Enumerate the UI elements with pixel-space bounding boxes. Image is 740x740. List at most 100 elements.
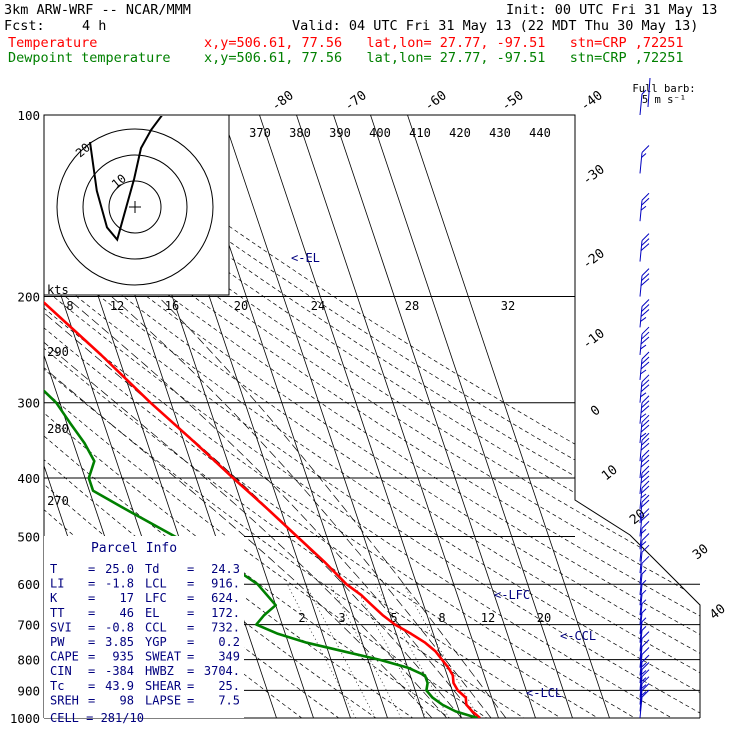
wind-barb-flag [641, 608, 647, 614]
model-title: 3km ARW-WRF -- NCAR/MMM [4, 2, 191, 18]
parcel-row-value: 46 [120, 606, 134, 620]
parcel-row-value: 43.9 [105, 679, 134, 693]
parcel-row-equals: = [88, 679, 95, 693]
parcel-row-equals: = [88, 606, 95, 620]
wind-barb-flag [641, 268, 650, 276]
wind-barb-flag [641, 192, 650, 201]
pressure-tick-label: 400 [17, 471, 40, 486]
wind-barb-staff [639, 573, 643, 595]
wind-barb-staff [639, 540, 643, 562]
dry-adiabat [44, 115, 700, 718]
parcel-row-equals: = [187, 650, 194, 664]
wind-barb-staff [639, 594, 643, 616]
mixing-ratio-label: 12 [481, 611, 495, 625]
wind-barb-flag [641, 395, 650, 404]
temperature-tick-label: -30 [580, 162, 608, 188]
wind-barb [639, 617, 647, 643]
wind-barb-flag [641, 683, 650, 691]
wind-barb-staff [639, 612, 643, 634]
hodograph-ring [56, 128, 214, 286]
wind-barb-flag [641, 356, 650, 365]
parcel-row-value: 25.0 [105, 562, 134, 576]
pressure-tick-label: 100 [17, 108, 40, 123]
wind-barb-flag [641, 631, 650, 640]
parcel-row-value: 0.2 [218, 635, 240, 649]
dry-adiabat [44, 115, 700, 718]
wind-barb-staff [639, 638, 643, 660]
parcel-info-box: Parcel Info T = 25.0 Td = 24.3 LI = -1.8 LCL = 916. K… [44, 536, 244, 725]
theta-label: 410 [409, 126, 431, 140]
parcel-info-background [44, 536, 244, 718]
parcel-row-label: Tc [50, 679, 64, 693]
mixing-ratio-label: 5 [390, 611, 397, 625]
wind-barb-staff [639, 381, 643, 403]
wind-barb [639, 589, 647, 616]
dry-adiabat [44, 115, 700, 718]
wind-barb-staff [639, 654, 643, 676]
wind-barb-flag [641, 89, 647, 95]
wind-barb [639, 494, 650, 524]
parcel-row-label: LAPSE [145, 693, 181, 707]
wind-barb-staff [639, 584, 643, 606]
level-marker: <-LCL [526, 686, 562, 700]
parcel-row-equals: = [187, 620, 194, 634]
parcel-row-value: 624. [211, 591, 240, 605]
parcel-row-value: -384 [105, 664, 134, 678]
hodograph-unit-label: kts [47, 283, 69, 297]
parcel-row-label: YGP [145, 635, 167, 649]
wind-barb [639, 625, 647, 652]
wind-barb-flag [640, 413, 647, 419]
wind-barb-flag [641, 662, 647, 668]
wind-barb-flag [641, 351, 650, 360]
wind-barb-flag [640, 493, 647, 499]
theta-label: 430 [489, 126, 511, 140]
mixing-ratio-label: 20 [537, 611, 551, 625]
wind-barb-staff [639, 690, 643, 712]
wind-barb [639, 299, 650, 328]
pressure-tick-label: 900 [17, 683, 40, 698]
isotherm [0, 115, 18, 718]
wind-barb-flag [640, 392, 647, 398]
wind-barb-flag [641, 437, 650, 446]
dry-adiabat-label: 270 [47, 494, 69, 508]
temperature-tick-label: -20 [580, 246, 608, 272]
parcel-row-equals: = [88, 577, 95, 591]
parcel-row-label: LI [50, 577, 64, 591]
pressure-tick-label: 500 [17, 529, 40, 544]
wind-barb-flag [641, 544, 650, 553]
wind-barb-flag [641, 197, 650, 206]
barb-note-title: Full barb: [632, 83, 695, 95]
dry-adiabat [44, 115, 470, 718]
parcel-row-value: 24.3 [211, 562, 240, 576]
wind-barb [639, 374, 650, 403]
parcel-row-value: 17 [120, 591, 134, 605]
wind-barb-flag [641, 145, 650, 153]
parcel-row-label: T [50, 562, 57, 576]
wind-barb-flag [641, 569, 647, 575]
wind-barb-flag [641, 691, 647, 696]
wind-barb-flag [641, 662, 650, 670]
wind-barb-flag [641, 299, 650, 307]
wind-barb-flag [640, 384, 650, 393]
dry-adiabat [44, 115, 545, 718]
mixing-ratio-label: 2 [298, 611, 305, 625]
parcel-row-label: TT [50, 606, 64, 620]
parcel-row-label: SHEAR [145, 679, 182, 693]
wind-barb [639, 145, 650, 174]
wind-barb-flag [641, 625, 647, 631]
parcel-row-label: LCL [145, 577, 167, 591]
wind-barb [639, 599, 647, 625]
parcel-row-label: K [50, 591, 58, 605]
isotherm [259, 115, 462, 718]
wind-barb-staff [639, 358, 643, 380]
forecast-hour: 4 h [82, 18, 107, 34]
parcel-row-equals: = [187, 679, 194, 693]
wind-barb-staff [639, 402, 643, 424]
parcel-row-equals: = [187, 577, 194, 591]
wind-barb [639, 608, 647, 634]
profile-temperature [44, 115, 481, 718]
wind-barb-flag [641, 528, 647, 534]
wind-barb-staff [639, 334, 643, 356]
dry-adiabat [44, 115, 657, 718]
